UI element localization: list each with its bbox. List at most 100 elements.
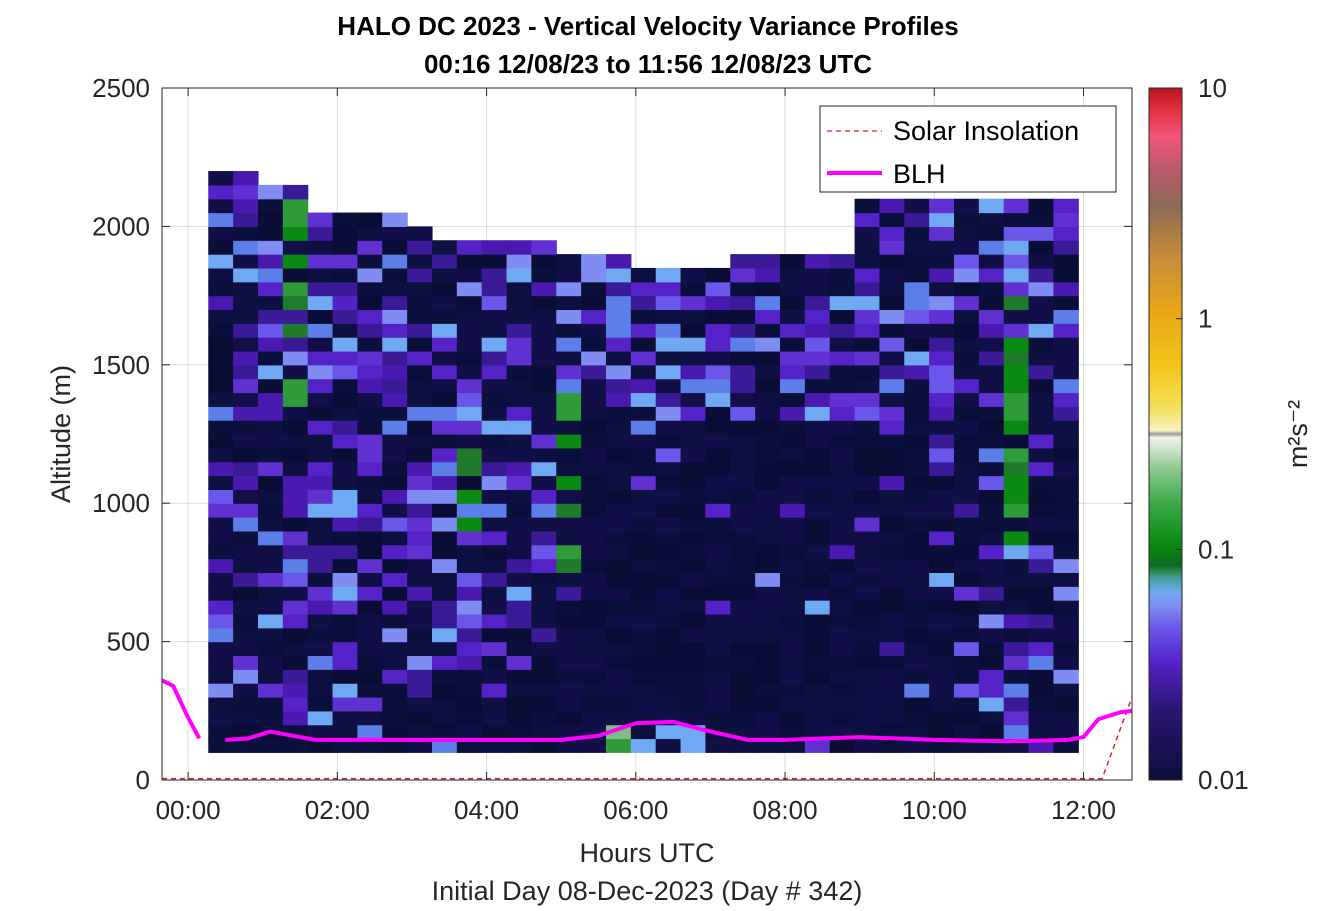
heatmap-cell (357, 406, 383, 421)
heatmap-cell (680, 683, 707, 698)
heatmap-cell (407, 309, 433, 324)
heatmap-cell (929, 669, 955, 684)
heatmap-cell (456, 337, 483, 352)
heatmap-cell (953, 212, 980, 227)
heatmap-cell (307, 337, 334, 352)
heatmap-cell (953, 406, 980, 421)
heatmap-cell (680, 309, 707, 324)
heatmap-cell (357, 434, 383, 449)
heatmap-cell (680, 420, 707, 435)
heatmap-cell (506, 503, 533, 518)
heatmap-cell (755, 669, 781, 684)
heatmap-cell (208, 475, 234, 490)
heatmap-cell (904, 392, 930, 407)
heatmap-cell (357, 530, 383, 546)
heatmap-cell (456, 683, 483, 698)
heatmap-cell (506, 683, 533, 698)
heatmap-cell (431, 710, 458, 726)
heatmap-cell (307, 420, 334, 435)
heatmap-cell (282, 586, 309, 601)
heatmap-cell (655, 434, 682, 449)
heatmap-cell (879, 350, 905, 366)
heatmap-cell (456, 309, 483, 324)
heatmap-cell (1028, 696, 1055, 712)
heatmap-cell (581, 558, 607, 573)
heatmap-cell (879, 447, 905, 463)
heatmap-cell (929, 226, 955, 241)
heatmap-cell (307, 600, 334, 615)
heatmap-cell (953, 627, 980, 643)
heatmap-cell (755, 627, 781, 643)
heatmap-cell (481, 600, 508, 615)
heatmap-cell (978, 226, 1005, 241)
heatmap-cell (382, 489, 408, 504)
heatmap-cell (829, 600, 856, 615)
heatmap-cell (904, 447, 930, 463)
heatmap-cell (481, 267, 508, 283)
heatmap-cell (431, 364, 458, 380)
heatmap-cell (953, 517, 980, 532)
heatmap-cell (407, 517, 433, 532)
heatmap-cell (257, 254, 284, 269)
heatmap-cell (630, 378, 657, 394)
heatmap-cell (1028, 683, 1055, 698)
heatmap-cell (705, 267, 731, 283)
heatmap-cell (531, 378, 557, 394)
heatmap-cell (904, 558, 930, 573)
heatmap-cell (730, 503, 756, 518)
heatmap-cell (531, 392, 557, 407)
heatmap-cell (829, 627, 856, 643)
heatmap-cell (481, 364, 508, 380)
heatmap-cell (904, 641, 930, 657)
heatmap-cell (655, 350, 682, 366)
heatmap-cell (407, 572, 433, 587)
heatmap-cell (755, 613, 781, 629)
heatmap-cell (556, 710, 582, 726)
heatmap-cell (730, 406, 756, 421)
heatmap-cell (605, 572, 632, 587)
heatmap-cell (755, 696, 781, 712)
heatmap-cell (953, 337, 980, 352)
heatmap-cell (605, 710, 632, 726)
heatmap-cell (257, 323, 284, 338)
heatmap-cell (755, 641, 781, 657)
heatmap-cell (829, 295, 856, 311)
heatmap-cell (407, 323, 433, 338)
heatmap-cell (556, 669, 582, 684)
heatmap-cell (978, 558, 1005, 573)
heatmap-cell (804, 489, 831, 504)
heatmap-cell (804, 254, 831, 269)
heatmap-cell (581, 461, 607, 477)
heatmap-cell (407, 337, 433, 352)
heatmap-cell (332, 254, 359, 269)
heatmap-cell (1053, 434, 1079, 449)
heatmap-cell (257, 572, 284, 587)
heatmap-cell (605, 447, 632, 463)
heatmap-cell (705, 696, 731, 712)
heatmap-cell (407, 696, 433, 712)
heatmap-cell (431, 558, 458, 573)
heatmap-cell (854, 586, 881, 601)
heatmap-cell (233, 198, 259, 214)
heatmap-cell (257, 738, 284, 753)
heatmap-cell (655, 364, 682, 380)
heatmap-cell (481, 627, 508, 643)
heatmap-cell (630, 641, 657, 657)
heatmap-cell (879, 724, 905, 740)
heatmap-cell (904, 212, 930, 227)
heatmap-cell (779, 434, 806, 449)
heatmap-cell (779, 254, 806, 269)
heatmap-cell (456, 461, 483, 477)
heatmap-cell (904, 461, 930, 477)
heatmap-cell (804, 434, 831, 449)
heatmap-cell (431, 240, 458, 255)
heatmap-cell (655, 655, 682, 670)
heatmap-cell (804, 309, 831, 324)
heatmap-cell (282, 503, 309, 518)
heatmap-cell (506, 558, 533, 573)
heatmap-cell (1028, 267, 1055, 283)
heatmap-cell (879, 710, 905, 726)
heatmap-cell (680, 461, 707, 477)
heatmap-cell (481, 447, 508, 463)
heatmap-cell (208, 406, 234, 421)
